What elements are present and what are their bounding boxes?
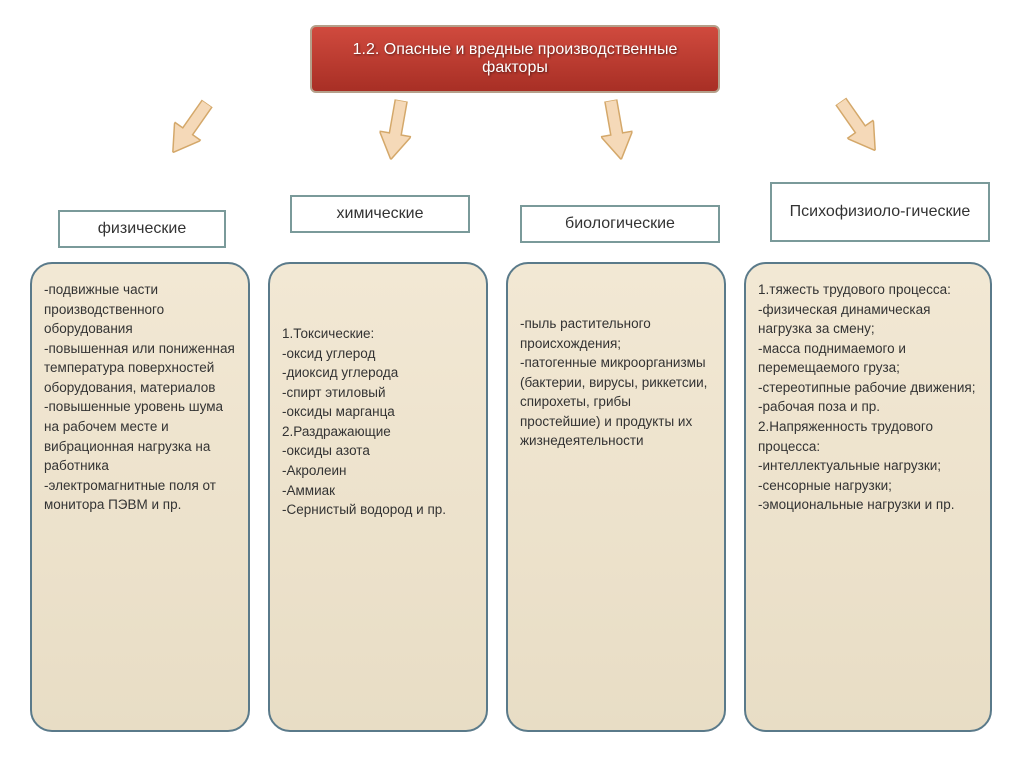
arrow-to-chemical <box>375 98 417 163</box>
category-label-biological: биологические <box>520 205 720 243</box>
diagram-title: 1.2. Опасные и вредные производственные … <box>310 25 720 93</box>
content-box-psychophysio: 1.тяжесть трудового процесса: -физическа… <box>744 262 992 732</box>
content-box-biological: -пыль растительного происхождения; -пато… <box>506 262 726 732</box>
category-label-physical: физические <box>58 210 226 248</box>
arrow-to-psychophysio <box>828 92 889 160</box>
content-box-physical: -подвижные части производственного обору… <box>30 262 250 732</box>
category-label-psychophysio: Психофизиоло-гические <box>770 182 990 242</box>
arrow-to-biological <box>595 98 637 163</box>
content-box-chemical: 1.Токсические: -оксид углерод -диоксид у… <box>268 262 488 732</box>
category-label-chemical: химические <box>290 195 470 233</box>
arrow-to-physical <box>160 94 221 162</box>
